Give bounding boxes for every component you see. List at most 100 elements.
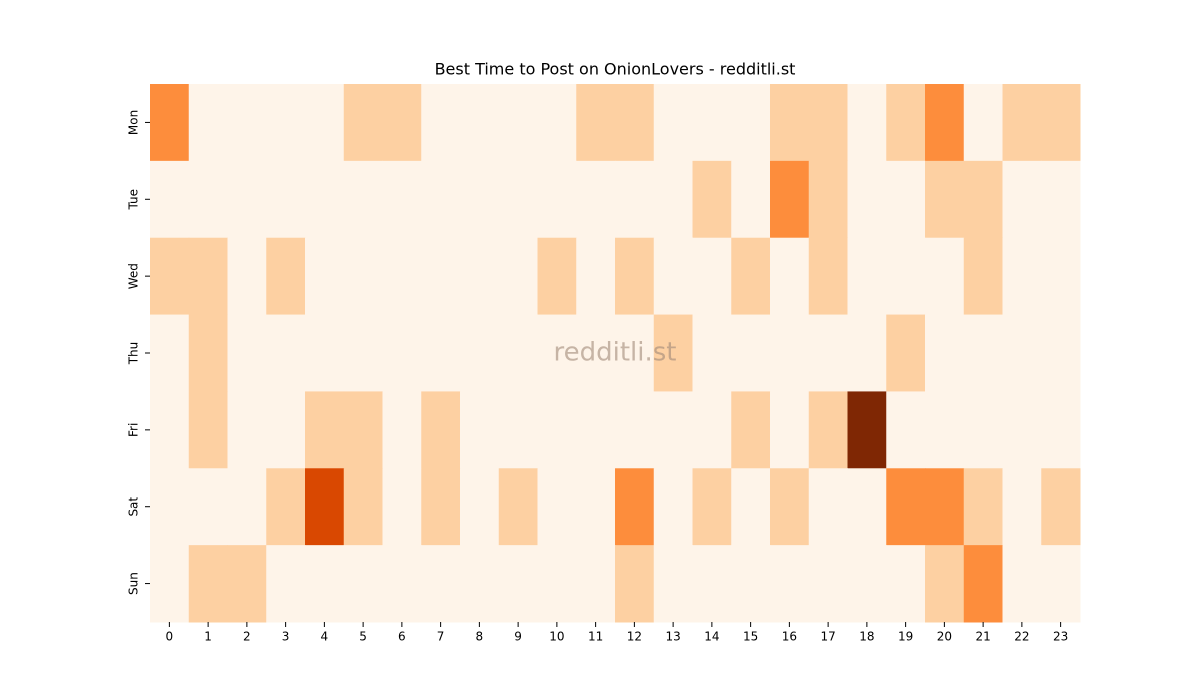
heat-cell bbox=[808, 545, 848, 623]
heat-cell bbox=[227, 314, 267, 392]
heat-cell bbox=[1002, 468, 1042, 546]
x-tick-label: 16 bbox=[782, 630, 797, 644]
heat-cell bbox=[537, 545, 577, 623]
x-tick-label: 14 bbox=[704, 630, 719, 644]
heat-cell bbox=[421, 391, 461, 469]
heat-cell bbox=[653, 84, 693, 162]
heat-cell bbox=[653, 160, 693, 239]
x-tick-label: 21 bbox=[975, 630, 990, 644]
heat-cell bbox=[227, 237, 267, 316]
heat-cell bbox=[731, 84, 771, 162]
heat-cell bbox=[963, 84, 1003, 162]
x-tick-label: 22 bbox=[1014, 630, 1029, 644]
x-tick-label: 5 bbox=[359, 630, 367, 644]
heat-cell bbox=[963, 237, 1003, 316]
heat-cell bbox=[1041, 391, 1081, 469]
heat-cell bbox=[731, 545, 771, 623]
x-tick-label: 8 bbox=[476, 630, 484, 644]
heat-cell bbox=[808, 314, 848, 392]
heat-cell bbox=[1041, 545, 1081, 623]
x-tick-label: 2 bbox=[243, 630, 251, 644]
x-tick-label: 4 bbox=[321, 630, 329, 644]
heat-cell bbox=[305, 545, 345, 623]
heat-cell bbox=[692, 468, 732, 546]
heat-cell bbox=[266, 545, 306, 623]
heat-cell bbox=[770, 237, 810, 316]
heat-cell bbox=[150, 468, 190, 546]
heat-cell bbox=[770, 391, 810, 469]
watermark: redditli.st bbox=[554, 338, 677, 368]
y-tick-label: Thu bbox=[127, 342, 141, 366]
heat-cell bbox=[421, 160, 461, 239]
heat-cell bbox=[382, 314, 422, 392]
heat-cell bbox=[343, 237, 383, 316]
heat-cell bbox=[847, 237, 887, 316]
heat-cell bbox=[266, 237, 306, 316]
heat-cell bbox=[421, 545, 461, 623]
heat-cell bbox=[1041, 160, 1081, 239]
heat-cell bbox=[498, 237, 538, 316]
heat-cell bbox=[150, 84, 190, 162]
heat-cell bbox=[692, 391, 732, 469]
heat-cell bbox=[576, 391, 616, 469]
heat-cell bbox=[1041, 468, 1081, 546]
heat-cell bbox=[925, 84, 965, 162]
heat-cell bbox=[421, 84, 461, 162]
heat-cell bbox=[653, 545, 693, 623]
heat-cell bbox=[847, 160, 887, 239]
heat-cell bbox=[770, 160, 810, 239]
heat-cell bbox=[1002, 391, 1042, 469]
heat-cell bbox=[731, 314, 771, 392]
heat-cell bbox=[692, 160, 732, 239]
heat-cell bbox=[382, 545, 422, 623]
heat-cell bbox=[925, 160, 965, 239]
heat-cell bbox=[266, 468, 306, 546]
y-tick-label: Sat bbox=[127, 497, 141, 517]
heat-cell bbox=[963, 391, 1003, 469]
heat-cell bbox=[963, 314, 1003, 392]
x-tick-label: 9 bbox=[514, 630, 522, 644]
heat-cell bbox=[886, 468, 926, 546]
heat-cell bbox=[886, 391, 926, 469]
heat-cell bbox=[576, 237, 616, 316]
heat-cell bbox=[1002, 84, 1042, 162]
heat-cell bbox=[653, 391, 693, 469]
heat-cell bbox=[653, 237, 693, 316]
heat-cell bbox=[150, 545, 190, 623]
heat-cell bbox=[498, 468, 538, 546]
heat-cell bbox=[731, 468, 771, 546]
heat-cell bbox=[421, 468, 461, 546]
heat-cell bbox=[576, 84, 616, 162]
heat-cell bbox=[227, 84, 267, 162]
heat-cell bbox=[460, 468, 500, 546]
heat-cell bbox=[847, 84, 887, 162]
heat-cell bbox=[692, 237, 732, 316]
y-tick-label: Fri bbox=[127, 423, 141, 437]
heat-cell bbox=[615, 237, 655, 316]
heat-cell bbox=[963, 545, 1003, 623]
heat-cell bbox=[1002, 237, 1042, 316]
heat-cell bbox=[460, 160, 500, 239]
heat-cell bbox=[1041, 237, 1081, 316]
heat-cell bbox=[343, 545, 383, 623]
heat-cell bbox=[498, 391, 538, 469]
heat-cell bbox=[847, 314, 887, 392]
heat-cell bbox=[537, 84, 577, 162]
heat-cell bbox=[770, 545, 810, 623]
x-tick-label: 15 bbox=[743, 630, 758, 644]
heat-cell bbox=[188, 391, 228, 469]
heat-cell bbox=[731, 160, 771, 239]
heat-cell bbox=[770, 84, 810, 162]
heat-cell bbox=[188, 84, 228, 162]
heat-cell bbox=[305, 160, 345, 239]
heat-cell bbox=[615, 391, 655, 469]
heat-cell bbox=[653, 314, 693, 392]
heat-cell bbox=[382, 160, 422, 239]
x-tick-label: 19 bbox=[898, 630, 913, 644]
y-tick-label: Mon bbox=[127, 110, 141, 135]
x-tick-label: 11 bbox=[588, 630, 603, 644]
heat-cell bbox=[886, 545, 926, 623]
heat-cell bbox=[266, 314, 306, 392]
heat-cell bbox=[498, 314, 538, 392]
